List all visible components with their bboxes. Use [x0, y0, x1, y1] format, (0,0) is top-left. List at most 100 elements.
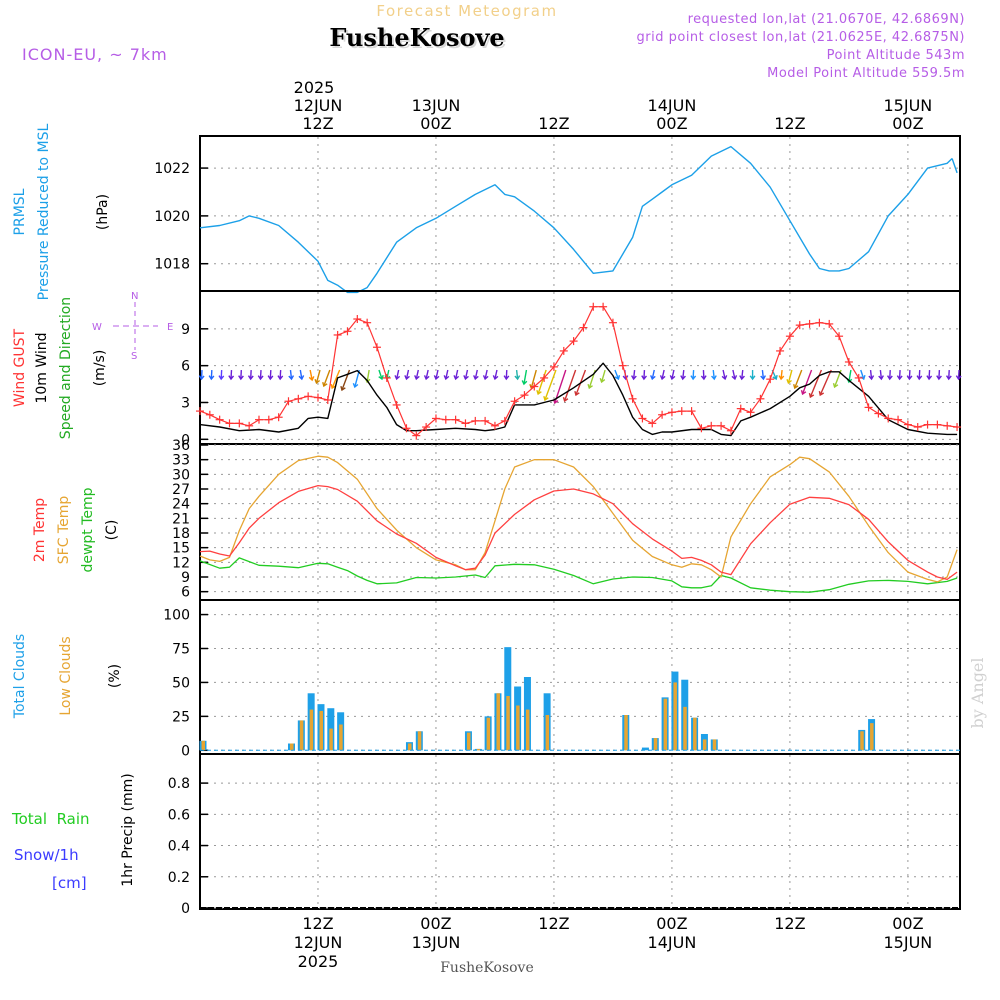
header: Forecast Meteogram FusheKosove FusheKoso… — [22, 2, 965, 81]
wind-arrow-shaft — [445, 369, 449, 380]
wind-arrow-head — [298, 375, 305, 381]
low-cloud-bar — [663, 698, 668, 751]
wind-arrow-head — [208, 375, 215, 381]
wind-arrow-head — [599, 378, 606, 384]
compass-rose: W E N S — [92, 291, 173, 362]
precip-rain-label: Total Rain — [11, 810, 90, 828]
wind-arrow-head — [721, 375, 728, 381]
wind-gust-line — [199, 306, 958, 437]
temp-tick-label: 30 — [172, 467, 190, 483]
wind-arrow-head — [521, 380, 528, 386]
wind-arrow-head — [614, 374, 621, 381]
wind-unit: (m/s) — [92, 350, 108, 387]
wind-arrow-head — [198, 375, 205, 381]
wind-arrow-shaft — [692, 369, 695, 380]
wind-arrow-shaft — [671, 369, 675, 380]
wind-arrow-shaft — [230, 369, 233, 380]
wind-arrow-shaft — [484, 369, 488, 380]
clouds-total-label: Total Clouds — [12, 634, 28, 719]
wind-arrow-shaft — [299, 369, 303, 380]
top-hour-label: 12Z — [538, 114, 569, 133]
prmsl-line-end — [951, 158, 958, 174]
low-cloud-bar — [486, 717, 491, 751]
top-date-label: 14JUN — [648, 96, 697, 115]
temp-tick-label: 27 — [172, 482, 190, 498]
top-year-label: 2025 — [294, 78, 335, 97]
prmsl-unit: (hPa) — [95, 194, 111, 230]
low-cloud-bar — [525, 709, 530, 751]
temp-grid — [200, 444, 960, 599]
watermark: by Angel — [968, 657, 987, 728]
clouds-bars — [199, 647, 960, 751]
prmsl-frame — [199, 135, 961, 292]
wind-arrow-shaft — [732, 369, 736, 380]
wind-arrow-shaft — [819, 369, 832, 396]
wind-arrow-head — [622, 375, 629, 381]
wind-arrow-head — [378, 374, 384, 381]
temp-tick-label: 33 — [172, 453, 190, 469]
bottom-date-label: 13JUN — [412, 933, 461, 952]
wind-arrow-shaft — [341, 369, 351, 391]
dewpoint-line — [199, 557, 958, 593]
prmsl-label-long: Pressure Reduced to MSL — [36, 123, 52, 300]
closest-location: grid point closest lon,lat (21.0625E, 42… — [637, 30, 965, 45]
wind-arrow-shaft — [563, 369, 577, 402]
wind-arrow-shaft — [259, 369, 262, 380]
wind-arrow-head — [414, 375, 420, 381]
low-cloud-bar — [653, 738, 658, 751]
bottom-date-label: 15JUN — [884, 933, 933, 952]
precip-tick-label: 0.8 — [168, 776, 190, 792]
wind-arrow-shaft — [722, 369, 726, 380]
wind-arrow-head — [778, 375, 785, 381]
wind-arrow-shaft — [712, 369, 715, 380]
wind-arrow-shaft — [682, 369, 685, 380]
top-date-label: 13JUN — [412, 96, 461, 115]
wind-arrow-head — [680, 375, 686, 381]
clouds-tick-label: 100 — [163, 608, 190, 624]
clouds-y-ticks: 0 25 50 75 100 — [163, 608, 208, 759]
wind-tick-label: 6 — [181, 359, 190, 375]
wind-arrow-shaft — [879, 369, 883, 380]
wind-arrow-head — [832, 382, 839, 389]
wind-arrow-head — [257, 375, 264, 381]
temp-tick-label: 12 — [172, 555, 190, 571]
wind-tick-label: 9 — [181, 322, 190, 338]
temp-2m-label: 2m Temp — [32, 498, 48, 562]
wind-direction-label: Speed and Direction — [58, 297, 74, 439]
wind-arrow-shaft — [651, 369, 655, 380]
wind-arrow-shaft — [220, 369, 223, 380]
prmsl-grid — [200, 137, 960, 290]
wind-arrow-shaft — [269, 369, 272, 380]
wind-arrow-shaft — [289, 369, 293, 380]
wind-arrow-head — [818, 390, 825, 397]
wind-arrow-shaft — [354, 369, 360, 388]
wind-arrow-head — [906, 375, 913, 381]
bottom-hour-label: 12Z — [302, 914, 333, 933]
wind-arrow-shaft — [515, 369, 519, 380]
top-hour-label: 12Z — [774, 114, 805, 133]
temp-tick-label: 9 — [181, 570, 190, 586]
wind-gust-label: Wind GUST — [12, 328, 28, 407]
wind-arrow-shaft — [464, 369, 469, 380]
wind-arrow-shaft — [794, 369, 803, 389]
wind-arrow-shaft — [309, 369, 313, 381]
wind-arrow-head — [443, 375, 450, 381]
forecast-title: Forecast Meteogram — [376, 2, 557, 20]
wind-arrow-shaft — [780, 369, 783, 380]
wind-arrow-shaft — [323, 369, 331, 387]
wind-arrow-head — [739, 375, 745, 381]
low-cloud-bar — [466, 732, 471, 751]
wind-arrow-shaft — [801, 369, 813, 395]
wind-arrow-shaft — [614, 369, 620, 380]
wind-10m-line — [199, 362, 958, 437]
low-cloud-bar — [496, 693, 500, 751]
bottom-hour-label: 00Z — [656, 914, 687, 933]
wind-arrow-head — [267, 375, 274, 381]
precip-snow-label: Snow/1h — [14, 846, 79, 864]
precip-frame — [199, 753, 961, 910]
low-cloud-bar — [702, 739, 707, 751]
wind-arrow-shaft — [787, 369, 793, 384]
